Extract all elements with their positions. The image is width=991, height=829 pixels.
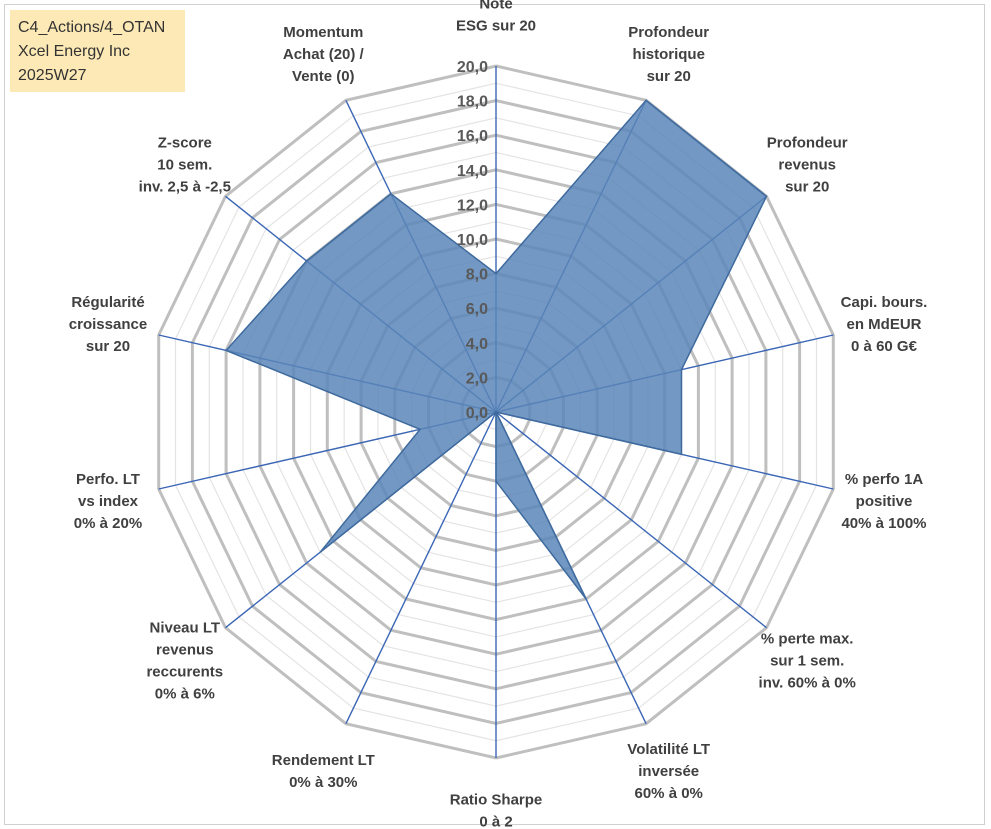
svg-text:% perte max.sur 1 sem.inv. 60%: % perte max. sur 1 sem. inv. 60% à 0%: [759, 631, 856, 692]
tick-label: 2,0: [466, 370, 488, 387]
axis-label: Volatilité LT inversée 60% à 0%: [627, 741, 710, 802]
tick-label: 6,0: [466, 301, 488, 318]
axis-spoke: [495, 411, 767, 629]
tick-label: 8,0: [466, 267, 488, 284]
axis-label: Perfo. LT vs index 0% à 20%: [74, 471, 142, 532]
axis-label: Capi. bours. en MdEUR 0 à 60 G€: [841, 294, 928, 355]
radar-tick-labels: 0,0 2,0 4,0 6,0 8,0 10,0 12,0 14,0 16,0 18,0 20,0: [457, 59, 488, 422]
info-line-company: Xcel Energy Inc: [18, 43, 131, 60]
axis-label: Régularité croissance sur 20: [69, 294, 147, 355]
axis-label: Profondeur revenus sur 20: [767, 134, 848, 195]
tick-label: 12,0: [457, 197, 488, 214]
axis-label: Niveau LT revenus reccurents 0% à 6%: [146, 620, 223, 703]
svg-text:Rendement LT0% à 30%: Rendement LT 0% à 30%: [272, 752, 375, 791]
info-line-strategy: C4_Actions/4_OTAN: [18, 19, 166, 36]
axis-spoke: [345, 411, 497, 725]
tick-label: 18,0: [457, 94, 488, 111]
tick-label: 20,0: [457, 59, 488, 76]
axis-label: Z-score 10 sem. inv. 2,5 à -2,5: [139, 134, 231, 195]
tick-label: 10,0: [457, 232, 488, 249]
info-box: C4_Actions/4_OTAN Xcel Energy Inc 2025W2…: [10, 10, 185, 92]
tick-label: 4,0: [466, 336, 488, 353]
info-line-week: 2025W27: [18, 67, 87, 84]
radar-axis-labels: Note ESG sur 20 Profondeur historique sur 20…: [69, 0, 928, 829]
tick-label: 16,0: [457, 128, 488, 145]
axis-label: % perte max. sur 1 sem. inv. 60% à 0%: [759, 631, 856, 692]
radar-series: [224, 99, 768, 600]
axis-label: Rendement LT 0% à 30%: [272, 752, 375, 791]
axis-label: Note ESG sur 20: [456, 0, 536, 35]
tick-label: 14,0: [457, 163, 488, 180]
axis-label: % perfo 1A positive 40% à 100%: [841, 471, 926, 532]
axis-label: Ratio Sharpe 0 à 2: [450, 792, 543, 829]
tick-label: 0,0: [466, 405, 488, 422]
axis-label: Profondeur historique sur 20: [628, 24, 709, 85]
axis-label: Momentum Achat (20) / Vente (0): [283, 24, 365, 85]
